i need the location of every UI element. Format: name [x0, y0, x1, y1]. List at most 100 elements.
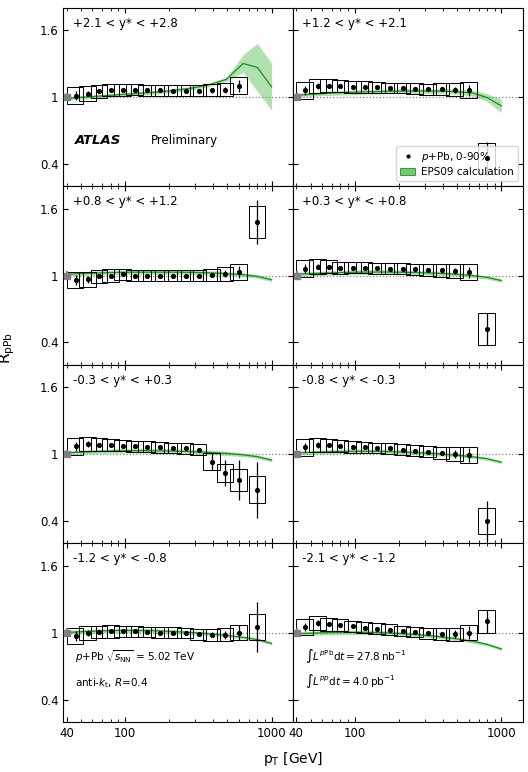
Bar: [381, 263, 398, 274]
Bar: [419, 264, 436, 276]
Bar: [177, 86, 193, 96]
Bar: [164, 442, 181, 453]
Bar: [407, 627, 423, 638]
Bar: [356, 622, 372, 633]
Bar: [381, 83, 398, 93]
Text: p$_{\rm T}$ [GeV]: p$_{\rm T}$ [GeV]: [263, 750, 323, 768]
Bar: [249, 476, 265, 503]
Bar: [216, 83, 233, 96]
Bar: [344, 621, 361, 632]
Bar: [177, 443, 193, 454]
Bar: [394, 625, 410, 636]
Bar: [460, 83, 477, 98]
Bar: [460, 625, 477, 640]
Bar: [230, 625, 247, 640]
Bar: [164, 627, 181, 638]
Bar: [356, 442, 372, 453]
Bar: [332, 262, 348, 274]
Bar: [79, 626, 96, 640]
Bar: [460, 264, 477, 280]
Bar: [320, 618, 337, 631]
Bar: [67, 438, 83, 455]
Bar: [126, 84, 143, 95]
Bar: [249, 206, 265, 238]
Bar: [102, 269, 119, 282]
Bar: [478, 610, 495, 632]
Text: anti-$k_{\rm t}$, $R$=0.4: anti-$k_{\rm t}$, $R$=0.4: [75, 676, 148, 689]
Bar: [164, 86, 181, 96]
Bar: [203, 628, 220, 641]
Bar: [446, 628, 463, 641]
Bar: [356, 81, 372, 93]
Bar: [478, 143, 495, 174]
Bar: [138, 627, 155, 638]
Bar: [230, 77, 247, 94]
Bar: [433, 447, 449, 459]
Text: -0.8 < y* < -0.3: -0.8 < y* < -0.3: [302, 374, 395, 387]
Bar: [126, 270, 143, 281]
Bar: [190, 270, 206, 281]
Text: -1.2 < y* < -0.8: -1.2 < y* < -0.8: [72, 552, 166, 565]
Bar: [249, 614, 265, 640]
Bar: [177, 628, 193, 638]
Bar: [67, 628, 83, 645]
Text: ATLAS: ATLAS: [75, 134, 121, 147]
Bar: [230, 469, 247, 491]
Bar: [203, 269, 220, 281]
Bar: [407, 264, 423, 275]
Bar: [320, 260, 337, 273]
Bar: [91, 625, 107, 638]
Bar: [381, 443, 398, 454]
Bar: [126, 626, 143, 637]
Bar: [151, 627, 168, 638]
Bar: [407, 83, 423, 94]
Text: $\int L^{pp}{\rm d}t = 4.0\,{\rm pb}^{-1}$: $\int L^{pp}{\rm d}t = 4.0\,{\rm pb}^{-1…: [305, 672, 395, 689]
Bar: [478, 313, 495, 344]
Bar: [91, 85, 107, 98]
Bar: [79, 273, 96, 286]
Bar: [79, 437, 96, 452]
Bar: [91, 269, 107, 283]
Bar: [296, 82, 313, 99]
Bar: [114, 625, 131, 637]
Bar: [151, 85, 168, 96]
Text: -0.3 < y* < +0.3: -0.3 < y* < +0.3: [72, 374, 172, 387]
Text: -2.1 < y* < -1.2: -2.1 < y* < -1.2: [302, 552, 396, 565]
Bar: [460, 447, 477, 463]
Bar: [190, 628, 206, 640]
Text: Preliminary: Preliminary: [150, 134, 218, 147]
Bar: [79, 86, 96, 101]
Text: $\int L^{p{\rm Pb}}{\rm d}t = 27.8\,{\rm nb}^{-1}$: $\int L^{p{\rm Pb}}{\rm d}t = 27.8\,{\rm…: [305, 647, 406, 665]
Bar: [433, 83, 449, 95]
Bar: [419, 628, 436, 638]
Bar: [151, 270, 168, 281]
Bar: [138, 270, 155, 281]
Bar: [368, 623, 385, 634]
Bar: [394, 444, 410, 455]
Bar: [151, 442, 168, 452]
Text: +2.1 < y* < +2.8: +2.1 < y* < +2.8: [72, 17, 177, 29]
Bar: [91, 438, 107, 451]
Bar: [332, 440, 348, 452]
Bar: [332, 80, 348, 92]
Bar: [216, 463, 233, 482]
Bar: [126, 441, 143, 452]
Bar: [344, 441, 361, 452]
Legend: $p$+Pb, 0-90%, EPS09 calculation: $p$+Pb, 0-90%, EPS09 calculation: [395, 146, 517, 181]
Bar: [203, 84, 220, 96]
Bar: [394, 83, 410, 93]
Bar: [368, 442, 385, 453]
Text: R$_{\rm pPb}$: R$_{\rm pPb}$: [0, 331, 17, 364]
Bar: [446, 447, 463, 461]
Bar: [332, 619, 348, 631]
Bar: [320, 80, 337, 93]
Bar: [114, 84, 131, 96]
Bar: [446, 264, 463, 278]
Bar: [190, 85, 206, 96]
Text: +1.2 < y* < +2.1: +1.2 < y* < +2.1: [302, 17, 407, 29]
Bar: [344, 262, 361, 273]
Bar: [478, 508, 495, 534]
Bar: [190, 444, 206, 455]
Bar: [381, 625, 398, 635]
Bar: [230, 264, 247, 280]
